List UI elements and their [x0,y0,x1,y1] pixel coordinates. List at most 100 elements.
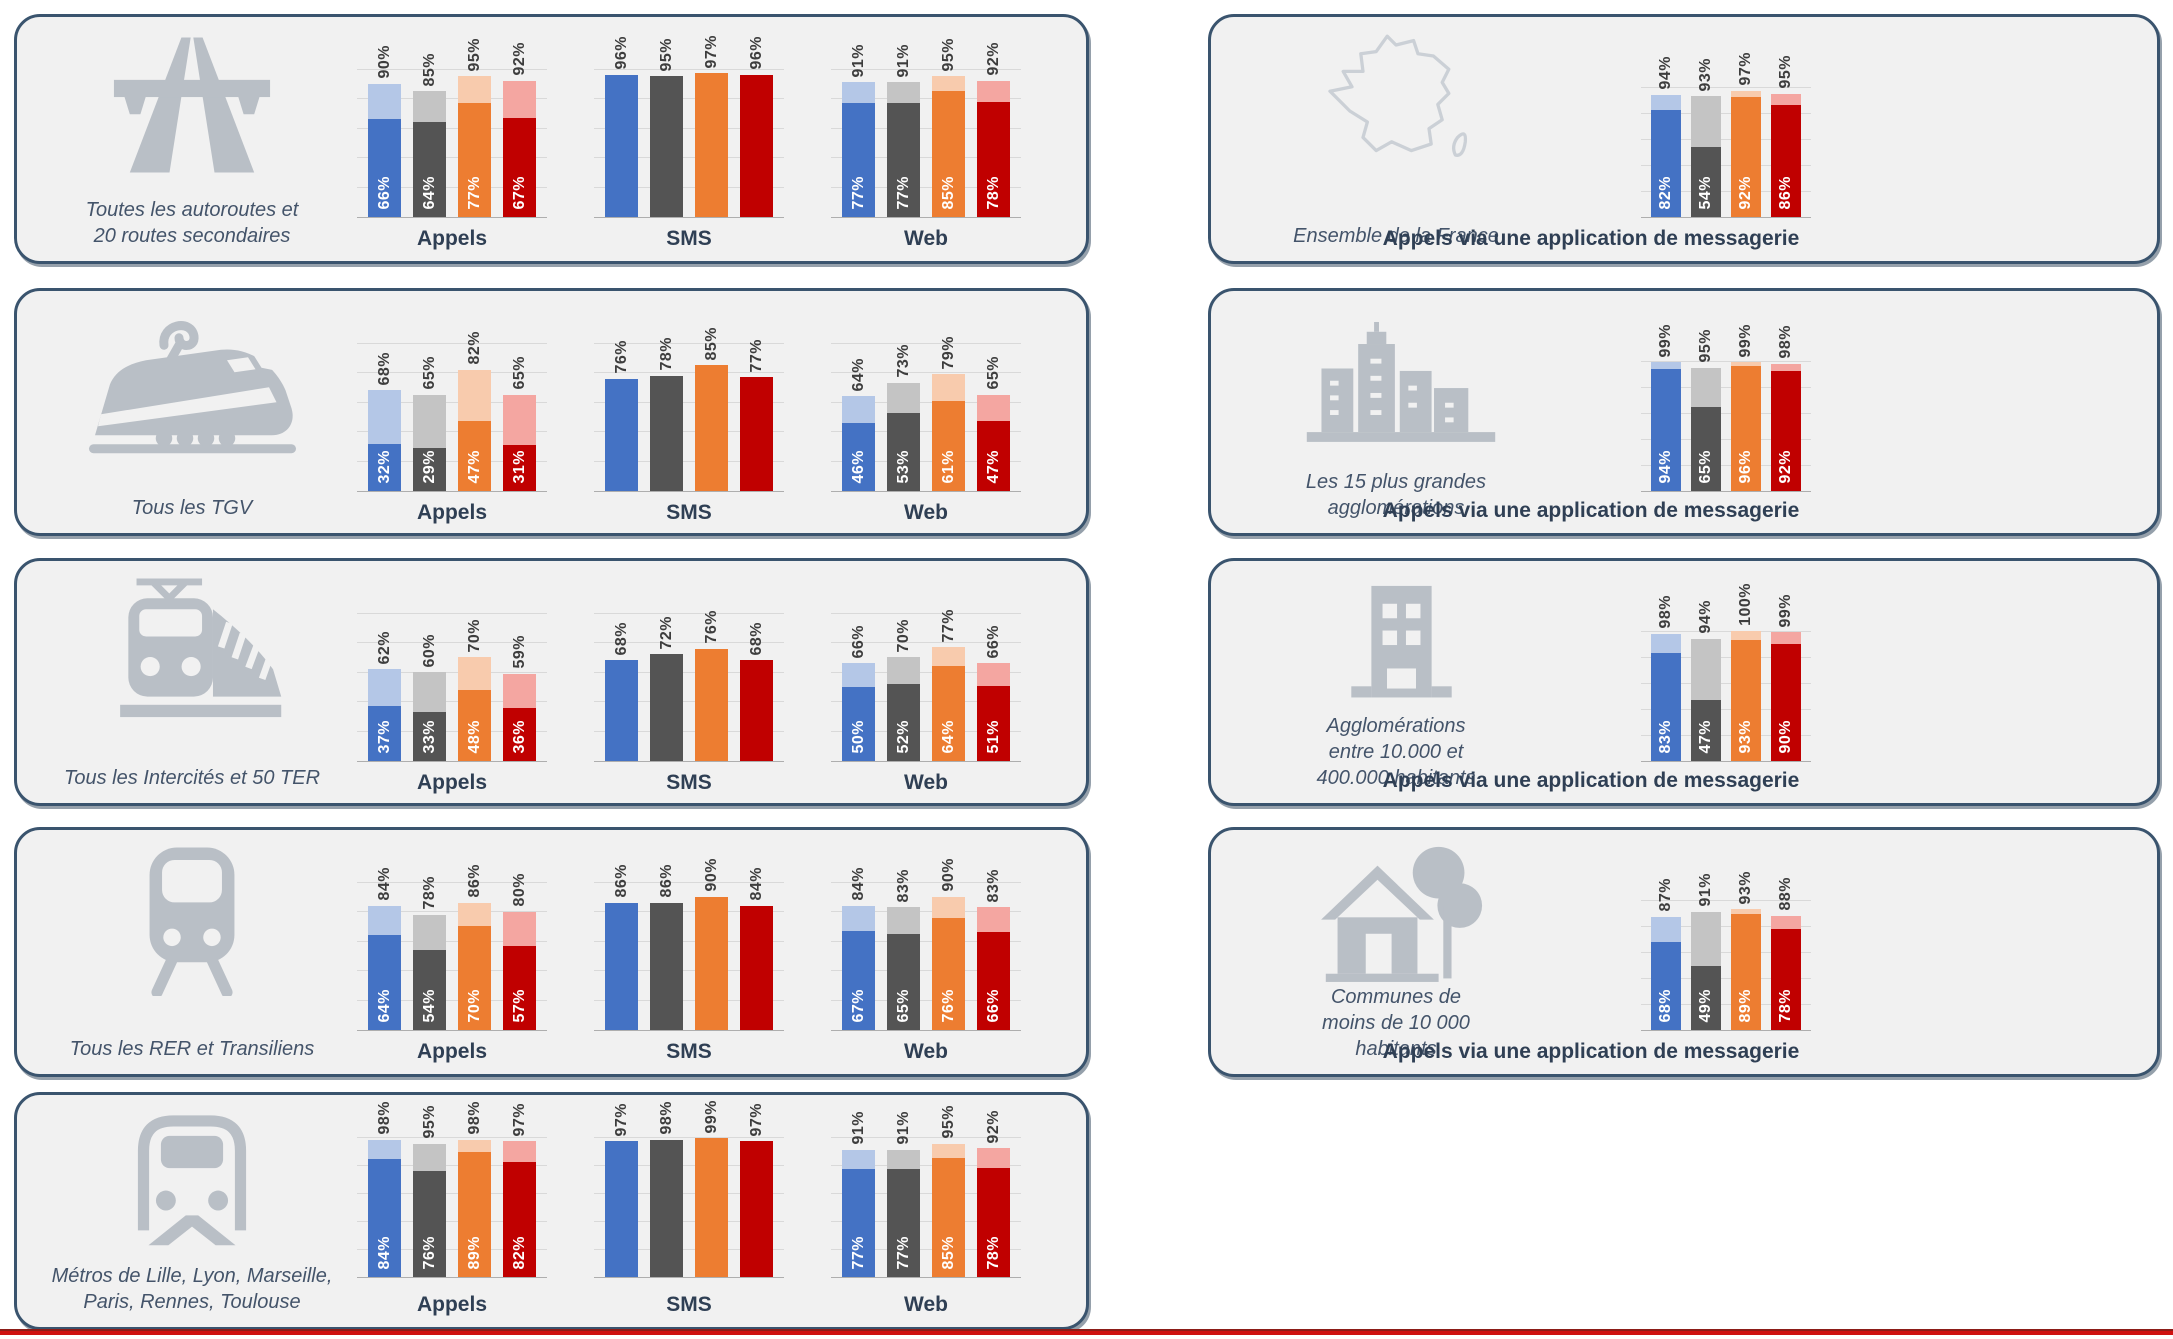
bar-segment-full [887,412,920,491]
panel-rer: Tous les RER et Transiliens 64% 84% 54% 78% 7… [14,827,1089,1077]
gridline [831,642,1021,644]
bar-red: 84% [740,867,773,1030]
bar-orange: 90% [695,858,728,1030]
bar-total-label: 65% [510,356,528,390]
gridline [357,730,547,732]
bar-segment-full [1691,966,1721,1030]
bar-gray: 77% 91% [887,44,920,217]
chart-plot: 86% 86% 90% 84% [594,858,784,1031]
bar-segment-full [413,122,446,217]
bar-inner-label: 96% [1737,450,1754,484]
building-icon [1231,569,1571,729]
bar-red: 57% 80% [503,873,536,1030]
intercity-train-icon [32,569,352,729]
bar-total-label: 86% [612,864,630,898]
panel-caption: Tous les TGV [131,497,253,519]
bar-segment-full [740,1141,773,1277]
bar-inner-label: 89% [1737,989,1754,1023]
bar-blue: 84% 98% [368,1101,401,1277]
bar-orange: 76% 90% [932,858,965,1030]
gridline [357,157,547,159]
bar-blue: 68% 87% [1651,878,1681,1030]
bar-total-label: 95% [1777,54,1794,89]
bar-total-label: 90% [375,45,393,79]
bar-blue: 94% 99% [1651,324,1681,491]
bar-inner-label: 78% [1777,989,1794,1023]
bar-total-label: 83% [894,868,912,903]
gridline [1641,386,1811,388]
bar-orange: 99% [695,1100,728,1277]
gridline [831,127,1021,129]
bar-inner-label: 67% [510,176,528,210]
gridline [1641,708,1811,710]
gridline [831,1248,1021,1250]
bar-total-label: 77% [939,608,957,643]
chart-plot: 64% 84% 54% 78% 70% 86% 57% 80% [357,864,547,1031]
gridline [357,1136,547,1138]
bar-segment-full [887,684,920,761]
gridline [594,98,784,100]
gridline [831,1276,1021,1278]
gridline [594,1276,784,1278]
bar-segment-full [1731,97,1761,217]
gridline [831,216,1021,218]
bar-inner-label: 92% [1737,176,1754,210]
bar-total-label: 64% [849,357,867,392]
chart-title-messagerie: Appels via une application de messagerie [1382,1040,1800,1063]
bar-segment-full [1771,644,1801,761]
bar-segment-full [977,1167,1010,1277]
bar-segment-full [1771,105,1801,217]
bar-orange: 85% 95% [932,1105,965,1277]
bar-total-label: 94% [1657,56,1674,90]
bar-inner-label: 65% [894,989,912,1023]
chart-plot: 77% 91% 77% 91% 85% 95% 78% 92% [831,38,1021,218]
bar-segment-full [368,119,401,217]
bar-total-label: 59% [510,635,528,669]
chart-title: Web [904,1293,948,1316]
bar-inner-label: 52% [894,720,912,754]
bar-total-label: 92% [984,42,1002,76]
bar-blue: 64% 84% [368,867,401,1030]
panel-caption: Communes de moins de 10 000 habitants [1322,986,1470,1060]
chart-title: SMS [666,1040,712,1063]
bar-segment-full [605,1141,638,1277]
gridline [831,970,1021,972]
bar-inner-label: 85% [939,176,957,210]
bar-total-label: 91% [894,1111,912,1145]
bar-segment-full [932,91,965,217]
bar-total-label: 66% [849,624,867,659]
gridline [357,612,547,614]
bar-segment-full [1771,928,1801,1030]
bar-orange: 47% 82% [458,331,491,491]
bar-inner-label: 92% [1777,450,1794,484]
bar-total-label: 60% [420,633,438,668]
gridline [1641,734,1811,736]
bar-segment-full [977,932,1010,1030]
gridline [357,1276,547,1278]
bar-inner-label: 89% [465,1236,483,1270]
gridline [357,372,547,374]
chart-grandes-agglomerations-messagerie: 94% 99% 65% 95% 96% 99% 92% 98% [1641,291,1811,533]
bar-red: 68% [740,613,773,761]
gridline [357,1164,547,1166]
bar-total-label: 65% [984,356,1002,390]
bar-segment-full [1731,366,1761,491]
bar-total-label: 92% [984,1109,1002,1144]
bar-segment-full [413,712,446,761]
gridline [831,157,1021,159]
bar-total-label: 97% [510,1102,528,1137]
bar-segment-full [413,448,446,491]
bar-segment-full [1651,941,1681,1030]
gridline [831,431,1021,433]
bar-gray: 29% 65% [413,343,446,491]
bar-red: 67% 92% [503,42,536,217]
bar-gray: 77% 91% [887,1111,920,1277]
gridline [1641,216,1811,218]
bar-segment-full [932,917,965,1030]
bar-inner-label: 47% [1697,720,1714,754]
gridline [357,342,547,344]
bar-total-label: 97% [702,34,720,69]
house-tree-icon [1231,838,1571,998]
gridline [357,1192,547,1194]
bar-total-label: 82% [465,331,483,365]
